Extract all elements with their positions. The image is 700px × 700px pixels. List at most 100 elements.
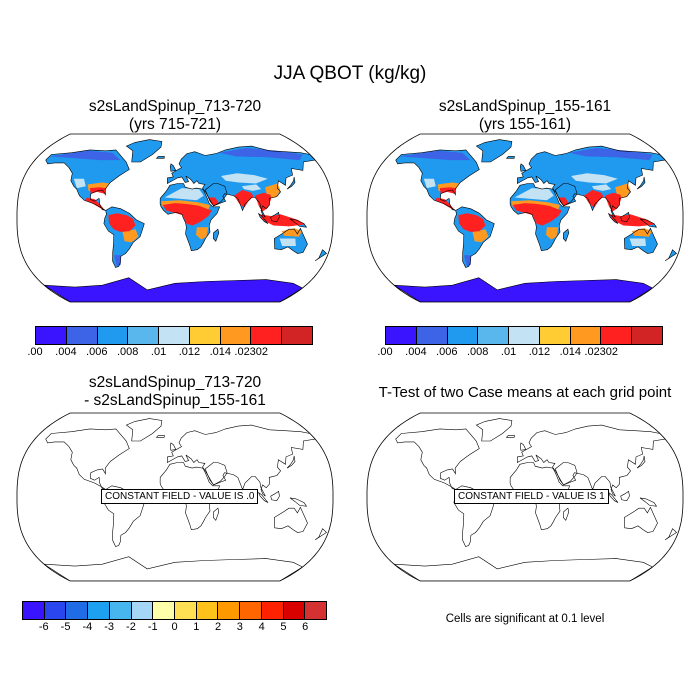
colorbar-tick-label: .01 xyxy=(150,346,167,358)
coastline-north-america xyxy=(45,149,130,211)
coastline-new-guinea xyxy=(289,218,308,228)
coastline-japan xyxy=(286,176,296,190)
colorbar-swatch xyxy=(447,327,479,344)
map-top-left xyxy=(16,133,334,303)
field-central-africa xyxy=(162,203,212,226)
field-siberia-n xyxy=(219,148,303,161)
field-patagonia xyxy=(114,255,121,267)
land-antarctica xyxy=(44,277,303,302)
coastline-new-guinea xyxy=(289,497,308,507)
field-n-australia xyxy=(281,228,302,237)
colorbar-swatch xyxy=(175,602,197,619)
constant-field-label: CONSTANT FIELD - VALUE IS .0 xyxy=(101,489,259,504)
coastline-south-america xyxy=(103,206,145,268)
colorbar-tick-label: .006 xyxy=(86,346,108,358)
colorbar-swatch xyxy=(283,602,306,619)
coastline-uk xyxy=(169,163,177,172)
colorbar-swatch xyxy=(196,602,219,619)
colorbar-tick-label: .014 xyxy=(559,346,582,358)
colorbar-bottom-left: -6 -5 -4 -3 -2 -1 0 1 2 3 4 5 6 xyxy=(22,601,327,641)
field-n-canada xyxy=(49,150,121,161)
coastline-arabia-persia xyxy=(554,183,578,207)
colorbar-swatch xyxy=(305,602,327,619)
map-layer xyxy=(42,139,327,302)
land-antarctica xyxy=(394,277,653,302)
colorbar-swatches xyxy=(385,326,663,345)
panel-title-line2: - s2sLandSpinup_155-161 xyxy=(84,392,266,409)
field-arabia-east xyxy=(558,197,569,206)
colorbar-tick-label: 1 xyxy=(193,621,200,633)
map-boundary xyxy=(16,412,334,582)
land-new-zealand xyxy=(315,249,327,261)
coastline-madagascar xyxy=(562,507,570,521)
colorbar-swatch xyxy=(189,327,221,344)
colorbar-tick-label: .00 xyxy=(377,346,393,358)
constant-field-label: CONSTANT FIELD - VALUE IS 1 xyxy=(454,489,609,504)
colorbar-swatch xyxy=(416,327,448,344)
colorbar-tick-label: -4 xyxy=(82,621,93,633)
colorbar-tick-label: .014 xyxy=(209,346,232,358)
colorbar-swatch xyxy=(251,327,283,344)
field-siberia-n xyxy=(569,148,653,161)
coastline-antarctica xyxy=(42,556,304,581)
coastline-africa xyxy=(509,183,571,252)
colorbar-swatches xyxy=(22,601,327,620)
coastline-sumatra xyxy=(608,492,619,503)
significance-note: Cells are significant at 0.1 level xyxy=(445,613,605,625)
field-gulf-coast xyxy=(439,187,457,194)
colorbar-tick-label: 2 xyxy=(215,621,222,633)
field-se-asia xyxy=(255,192,271,212)
map-top-right xyxy=(366,133,684,303)
colorbar-top-right: .00 .004 .006 .008 .01 .012 .014.02302 xyxy=(377,326,663,360)
colorbar-swatch xyxy=(88,602,110,619)
coastline-uk xyxy=(169,442,177,451)
map-layer xyxy=(392,139,677,302)
field-south-africa-east xyxy=(546,227,559,240)
colorbar-tick-label: .008 xyxy=(116,346,139,358)
coastline-greenland xyxy=(475,418,513,442)
land-iceland xyxy=(506,156,515,159)
colorbar-swatch xyxy=(282,327,313,344)
coastline-australia xyxy=(273,506,308,533)
colorbar-tick-label: .004 xyxy=(405,346,427,358)
colorbar-swatch xyxy=(509,327,540,344)
colorbar-tick-label: .012 xyxy=(178,346,201,358)
field-brazil-south xyxy=(122,229,139,243)
colorbar-swatch xyxy=(632,327,663,344)
field-east-china xyxy=(265,183,281,198)
field-brazil-south xyxy=(472,229,489,243)
field-east-china xyxy=(615,183,631,198)
colorbar-swatch xyxy=(36,327,67,344)
field-sahara xyxy=(514,188,554,201)
coastline-borneo xyxy=(270,490,280,502)
field-central-asia xyxy=(221,173,268,184)
colorbar-tick-label: -2 xyxy=(126,621,136,633)
panel-title-line2: (yrs 155-161) xyxy=(478,116,572,133)
land-greenland xyxy=(126,139,162,162)
field-gulf-coast xyxy=(89,187,107,194)
coastline-greenland xyxy=(475,139,513,163)
colorbar-tick-label: .008 xyxy=(466,346,489,358)
coastline-new-zealand xyxy=(314,249,327,262)
coastline-sumatra xyxy=(258,213,269,224)
field-central-africa xyxy=(512,203,562,226)
colorbar-tick-label: 6 xyxy=(302,621,309,633)
coastline-eurasia xyxy=(516,424,666,497)
colorbar-tick-label: -3 xyxy=(104,621,115,633)
land-greenland xyxy=(476,139,512,162)
colorbar-swatch xyxy=(218,602,241,619)
field-patagonia xyxy=(464,255,471,267)
field-se-asia xyxy=(605,192,621,212)
figure-title: JJA QBOT (kg/kg) xyxy=(273,63,427,84)
colorbar-swatch xyxy=(131,602,154,619)
panel-title-bottom-right: T-Test of two Case means at each grid po… xyxy=(378,384,672,401)
panel-title-line1: s2sLandSpinup_155-161 xyxy=(438,98,612,115)
colorbar-tick-label: .02302 xyxy=(584,346,619,358)
coastline-borneo xyxy=(620,211,630,223)
colorbar-swatch xyxy=(261,602,284,619)
colorbar-swatches xyxy=(35,326,313,345)
colorbar-swatch xyxy=(128,327,160,344)
colorbar-swatch xyxy=(66,602,89,619)
coastline-south-america xyxy=(453,206,495,268)
coastline-borneo xyxy=(620,490,630,502)
